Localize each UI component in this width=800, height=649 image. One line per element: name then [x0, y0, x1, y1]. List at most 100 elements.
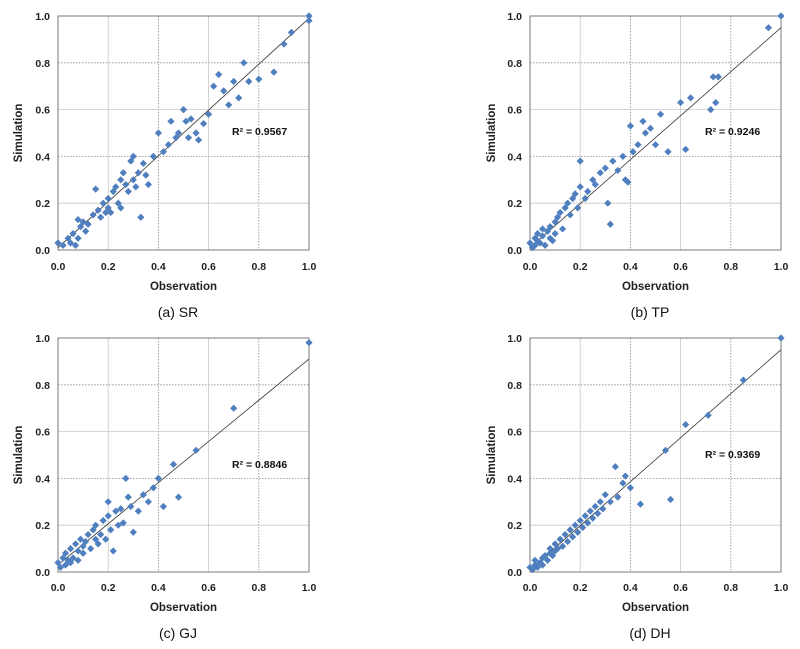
data-point — [117, 505, 125, 513]
x-tick-label: 1.0 — [774, 261, 789, 273]
data-point — [104, 498, 112, 506]
data-point — [84, 530, 92, 539]
data-point — [546, 223, 554, 231]
data-point — [99, 199, 107, 207]
data-point — [89, 526, 97, 534]
data-point — [69, 554, 77, 562]
x-tick-label: 0.4 — [623, 261, 638, 273]
x-tick-label: 0.4 — [151, 582, 166, 594]
data-point — [538, 561, 547, 569]
data-point — [240, 59, 248, 67]
data-point — [74, 556, 82, 564]
data-point — [614, 166, 622, 175]
y-axis-title: Simulation — [486, 426, 498, 485]
data-point — [114, 521, 122, 529]
data-point — [94, 540, 102, 548]
x-tick-label: 0.4 — [151, 261, 166, 273]
data-point — [97, 530, 105, 539]
data-point — [179, 106, 188, 114]
data-point — [71, 540, 80, 548]
panel-caption: (d) DH — [629, 625, 670, 641]
data-point — [182, 117, 190, 125]
y-tick-label: 0.0 — [507, 245, 522, 257]
data-point — [554, 545, 562, 553]
r-squared-label: R² = 0.9567 — [232, 126, 287, 138]
data-point — [129, 528, 137, 536]
data-point — [59, 554, 67, 562]
y-tick-label: 0.6 — [35, 427, 50, 439]
data-point — [666, 495, 675, 504]
data-point — [687, 94, 695, 102]
data-point — [541, 241, 549, 249]
data-point — [538, 554, 547, 562]
data-point — [109, 547, 117, 555]
chart-panel-4: 0.0 0.2 0.4 0.6 0.8 1.0 0.0 0.2 0.4 0.6 0.8 1.0 Obse… — [486, 333, 788, 641]
y-tick-label: 0.4 — [507, 473, 522, 485]
x-tick-label: 0.6 — [201, 261, 216, 273]
data-point — [107, 526, 115, 534]
data-point — [305, 17, 313, 25]
y-tick-label: 0.8 — [507, 380, 522, 392]
y-tick-label: 1.0 — [507, 11, 522, 23]
data-point — [576, 157, 584, 165]
data-point — [739, 376, 747, 384]
x-tick-label: 0.6 — [673, 261, 688, 273]
data-point — [64, 556, 72, 564]
data-point — [611, 463, 619, 471]
data-point — [707, 106, 715, 114]
y-tick-label: 0.4 — [35, 151, 50, 163]
data-point — [576, 516, 584, 525]
data-point — [764, 24, 773, 32]
x-tick-label: 0.0 — [51, 582, 66, 594]
y-tick-label: 0.0 — [35, 567, 50, 579]
panel-caption: (a) SR — [158, 304, 198, 320]
x-axis-title: Observation — [150, 602, 217, 614]
data-point — [682, 420, 690, 429]
data-point — [682, 145, 690, 153]
data-point — [634, 141, 642, 149]
y-tick-label: 0.4 — [507, 151, 522, 163]
data-point — [609, 157, 617, 165]
data-point — [777, 12, 785, 20]
data-point — [215, 70, 223, 79]
data-point — [599, 505, 607, 513]
data-point — [76, 535, 85, 543]
data-point — [245, 77, 253, 86]
data-point — [589, 514, 597, 522]
data-point — [117, 204, 125, 212]
y-tick-label: 0.0 — [35, 245, 50, 257]
data-point — [551, 230, 559, 238]
data-point — [305, 339, 313, 347]
data-point — [220, 87, 228, 95]
data-point — [626, 122, 634, 130]
data-point — [714, 73, 722, 81]
data-point — [270, 68, 278, 76]
data-point — [656, 110, 665, 118]
data-point — [664, 148, 672, 156]
data-point — [154, 129, 162, 137]
data-point — [129, 176, 137, 184]
trendline — [529, 349, 782, 570]
data-point — [137, 213, 145, 221]
plot-area-border — [529, 337, 782, 573]
data-point — [104, 512, 112, 520]
data-point — [167, 117, 175, 125]
data-point — [566, 211, 574, 219]
data-point — [174, 493, 183, 501]
y-tick-label: 1.0 — [507, 333, 522, 345]
data-point — [82, 227, 90, 235]
data-point — [561, 530, 569, 539]
data-point — [591, 180, 599, 189]
data-point — [169, 460, 178, 468]
data-point — [614, 493, 622, 501]
trendline — [57, 358, 310, 566]
plot-area-border — [57, 337, 310, 573]
x-tick-label: 0.2 — [101, 582, 116, 594]
data-point — [305, 12, 313, 20]
data-point — [230, 404, 238, 412]
data-point — [154, 474, 162, 482]
data-point — [134, 169, 142, 177]
data-point — [533, 563, 542, 571]
